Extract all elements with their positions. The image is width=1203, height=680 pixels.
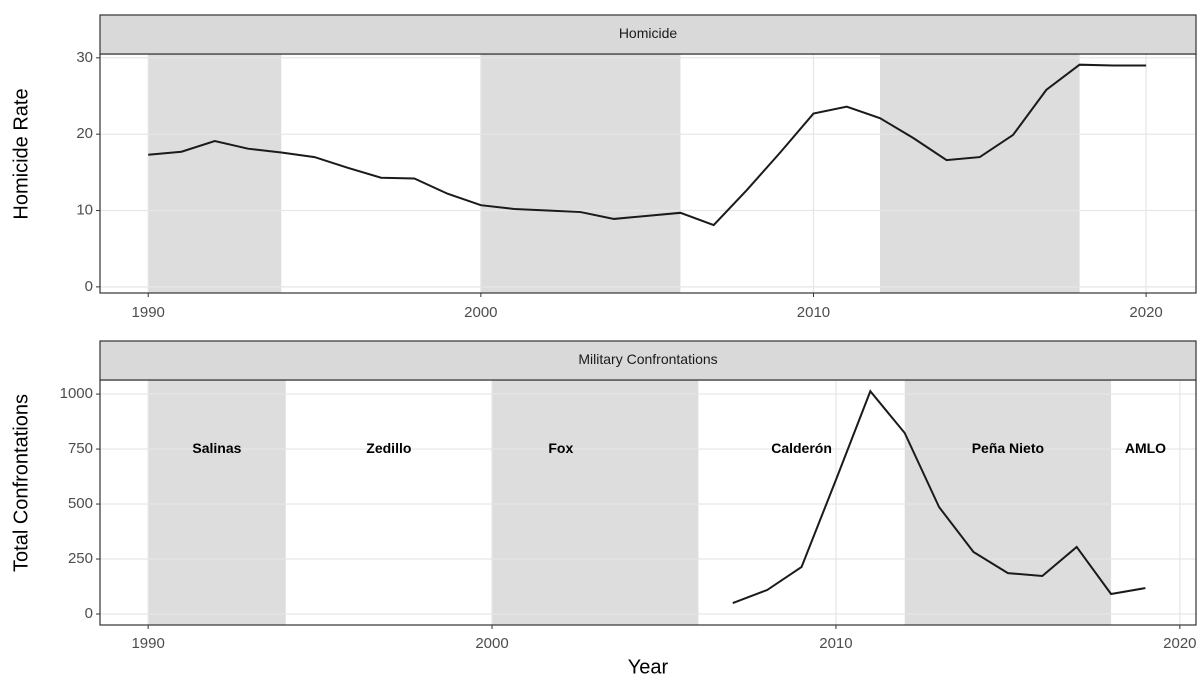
y-tick-label: 1000 [60, 385, 93, 402]
y-tick-label: 250 [68, 550, 93, 567]
annotation: Salinas [192, 440, 241, 456]
x-tick-label: 1990 [132, 304, 165, 321]
shaded-period [492, 380, 699, 625]
shaded-period [148, 380, 286, 625]
y-tick-label: 0 [85, 605, 93, 622]
strip-label: Military Confrontations [578, 351, 717, 367]
y-tick-label: 0 [85, 278, 93, 295]
shaded-period [904, 380, 1112, 625]
y-tick-label: 750 [68, 440, 93, 457]
x-tick-label: 2000 [464, 304, 497, 321]
x-tick-label: 2020 [1163, 635, 1196, 652]
strip-label: Homicide [619, 25, 678, 41]
annotation: AMLO [1125, 440, 1166, 456]
x-axis-title: Year [628, 656, 669, 678]
shaded-period [880, 54, 1080, 293]
annotation: Zedillo [366, 440, 411, 456]
shaded-period [480, 54, 681, 293]
y-tick-label: 20 [76, 125, 93, 142]
strip [99, 340, 1197, 381]
annotation: Calderón [771, 440, 832, 456]
y-tick-label: 30 [76, 49, 93, 66]
y-axis-title: Homicide Rate [10, 88, 32, 219]
line [732, 389, 1146, 604]
x-tick-label: 2010 [797, 304, 830, 321]
y-tick-label: 500 [68, 495, 93, 512]
x-tick-label: 2000 [475, 635, 508, 652]
y-tick-label: 10 [76, 202, 93, 219]
x-tick-label: 2020 [1129, 304, 1162, 321]
annotation: Peña Nieto [972, 440, 1044, 456]
line [148, 63, 1147, 227]
strip [99, 14, 1197, 55]
x-tick-label: 2010 [819, 635, 852, 652]
x-tick-label: 1990 [131, 635, 164, 652]
shaded-period [148, 54, 282, 293]
annotation: Fox [548, 440, 573, 456]
y-axis-title: Total Confrontations [10, 394, 32, 572]
